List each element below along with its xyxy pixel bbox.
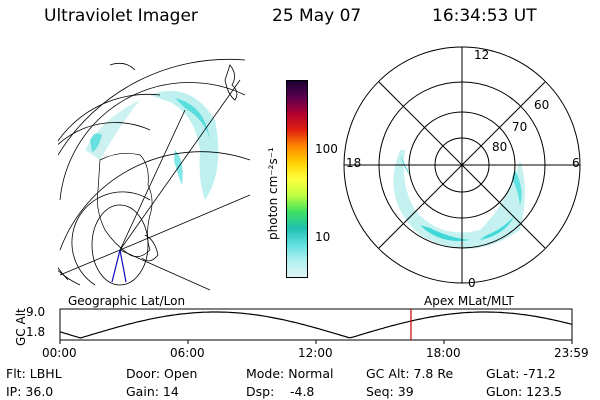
status-seq: Seq: 39 bbox=[366, 384, 414, 399]
status-glat: GLat: -71.2 bbox=[486, 366, 556, 381]
mlt-label-18: 18 bbox=[346, 156, 362, 170]
status-door: Door: Open bbox=[126, 366, 198, 381]
altitude-xtick-4: 23:59 bbox=[554, 346, 589, 360]
colorbar bbox=[286, 80, 308, 278]
altitude-xtick-2: 12:00 bbox=[298, 346, 333, 360]
time-label: 16:34:53 UT bbox=[432, 6, 537, 26]
status-gain: Gain: 14 bbox=[126, 384, 179, 399]
status-mode: Mode: Normal bbox=[246, 366, 334, 381]
date-label: 25 May 07 bbox=[272, 6, 362, 26]
status-ip: IP: 36.0 bbox=[6, 384, 54, 399]
status-gc-alt: GC Alt: 7.8 Re bbox=[366, 366, 454, 381]
mlat-label-80: 80 bbox=[492, 140, 508, 154]
altitude-ytick-top: 9.0 bbox=[26, 305, 46, 319]
altitude-xtick-3: 18:00 bbox=[426, 346, 461, 360]
status-dsp-label: Dsp: bbox=[246, 384, 275, 399]
colorbar-tick-100: 100 bbox=[315, 142, 338, 156]
status-flt: Flt: LBHL bbox=[6, 366, 62, 381]
altitude-xtick-0: 00:00 bbox=[42, 346, 77, 360]
status-dsp-value: -4.8 bbox=[290, 384, 315, 399]
instrument-title: Ultraviolet Imager bbox=[44, 6, 198, 26]
altitude-ytick-bottom: 1.8 bbox=[26, 325, 46, 339]
polar-aurora bbox=[393, 150, 525, 249]
geographic-panel-label: Geographic Lat/Lon bbox=[68, 294, 186, 308]
mlat-label-60: 60 bbox=[534, 98, 550, 112]
mlt-label-6: 6 bbox=[572, 156, 580, 170]
colorbar-tick-10: 10 bbox=[315, 230, 331, 244]
status-glon: GLon: 123.5 bbox=[486, 384, 562, 399]
altitude-xtick-1: 06:00 bbox=[170, 346, 205, 360]
mlt-label-0: 0 bbox=[468, 276, 476, 290]
mlt-label-12: 12 bbox=[474, 48, 490, 62]
mlat-label-70: 70 bbox=[512, 120, 528, 134]
apex-panel-label: Apex MLat/MLT bbox=[424, 294, 514, 308]
